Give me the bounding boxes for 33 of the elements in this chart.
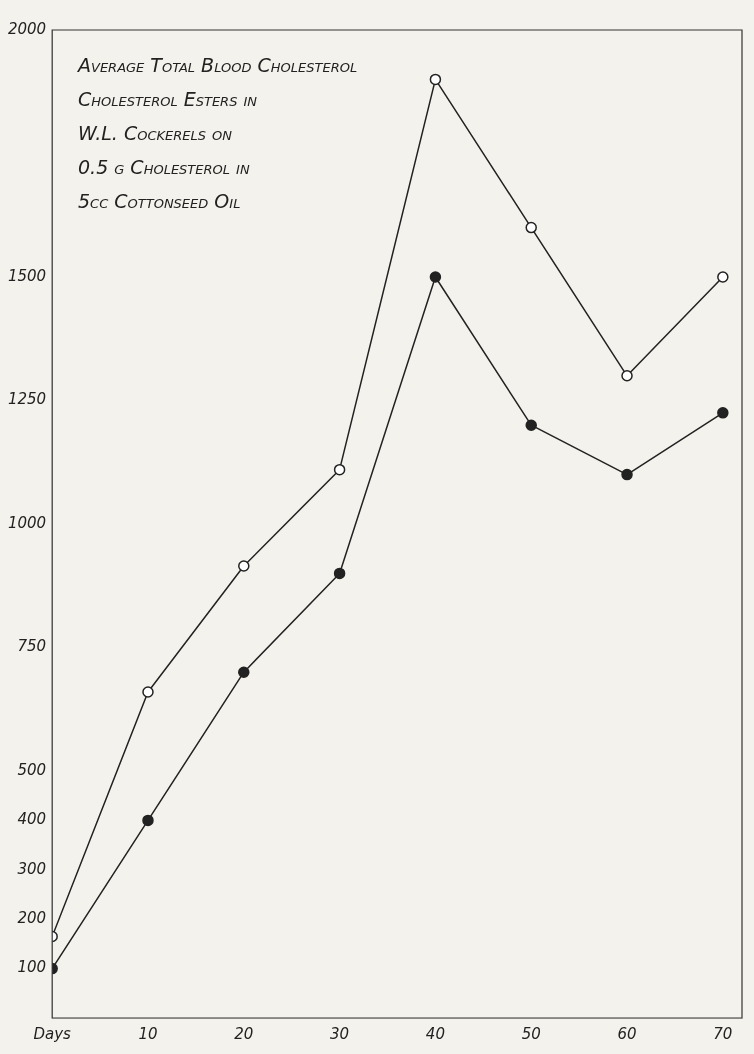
x-tick-label: 70 bbox=[713, 1024, 733, 1043]
x-tick-label: 40 bbox=[425, 1024, 445, 1043]
y-tick-label: 1500 bbox=[7, 266, 47, 285]
y-tick-label: 300 bbox=[17, 859, 47, 878]
y-tick-label: 500 bbox=[17, 760, 47, 779]
point bbox=[621, 370, 633, 382]
point bbox=[429, 73, 442, 86]
text: Average Total Blood Cholesterol Cholesterol Esters in W.L. Cockerels on 0.5 g Cholesterol in 5cc Cottonseed Oil bbox=[78, 53, 358, 214]
point bbox=[525, 419, 537, 431]
x-tick-label: Days bbox=[33, 1024, 72, 1043]
point bbox=[333, 567, 346, 580]
x-tick-label: 60 bbox=[617, 1024, 637, 1043]
point bbox=[238, 560, 250, 572]
point bbox=[142, 814, 154, 827]
point bbox=[238, 666, 250, 678]
point bbox=[717, 271, 729, 283]
point bbox=[429, 271, 442, 283]
point bbox=[717, 407, 729, 419]
y-tick-label: 100 bbox=[17, 958, 47, 977]
y-tick-label: 1000 bbox=[7, 513, 47, 532]
x-tick-label: 10 bbox=[138, 1024, 158, 1043]
y-tick-label: 1250 bbox=[7, 390, 47, 409]
point bbox=[333, 463, 346, 476]
y-tick-label: 200 bbox=[17, 909, 47, 928]
x-tick-label: 50 bbox=[521, 1024, 541, 1043]
point bbox=[621, 468, 633, 481]
y-tick-label: 750 bbox=[17, 637, 47, 656]
x-tick-label: 20 bbox=[234, 1024, 254, 1043]
y-tick-label: 400 bbox=[17, 810, 47, 829]
point bbox=[525, 221, 537, 234]
point bbox=[142, 686, 154, 698]
y-tick-label: 2000 bbox=[7, 19, 47, 38]
x-tick-label: 30 bbox=[330, 1024, 350, 1043]
